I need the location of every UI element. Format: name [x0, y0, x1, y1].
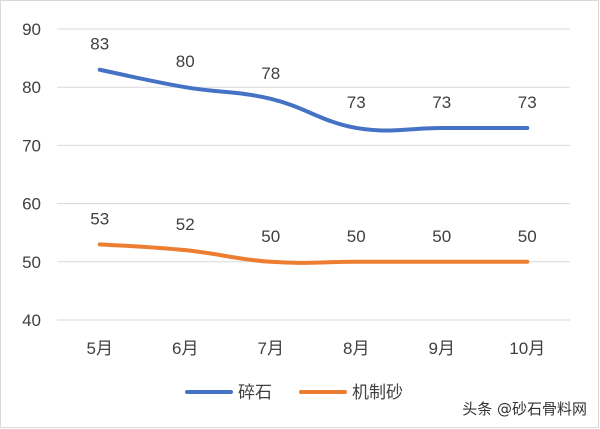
x-tick-label: 10月 — [509, 339, 545, 358]
legend-label-suishi: 碎石 — [238, 383, 272, 403]
data-label: 50 — [261, 227, 280, 246]
y-tick-label: 60 — [22, 195, 41, 214]
data-label: 50 — [432, 227, 451, 246]
x-tick-label: 7月 — [258, 339, 284, 358]
y-tick-label: 70 — [22, 136, 41, 155]
x-axis-ticks: 5月 6月 7月 8月 9月 10月 — [87, 339, 546, 358]
data-label: 50 — [347, 227, 366, 246]
x-tick-label: 5月 — [87, 339, 113, 358]
data-label: 73 — [518, 93, 537, 112]
series-line-0 — [97, 67, 530, 133]
x-tick-label: 9月 — [429, 339, 455, 358]
y-tick-label: 40 — [22, 311, 41, 330]
watermark-text: 头条 @砂石骨料网 — [462, 400, 587, 418]
legend-label-jizhisha: 机制砂 — [352, 383, 403, 403]
data-label: 53 — [90, 209, 109, 228]
y-tick-label: 90 — [22, 20, 41, 39]
data-label: 50 — [518, 227, 537, 246]
series-lines — [97, 67, 530, 265]
y-tick-label: 50 — [22, 253, 41, 272]
data-label: 78 — [261, 64, 280, 83]
data-label: 83 — [90, 35, 109, 54]
data-labels: 83 80 78 73 73 73 53 52 50 50 50 50 — [90, 35, 536, 246]
x-tick-label: 8月 — [343, 339, 369, 358]
gridlines — [57, 28, 570, 321]
x-tick-label: 6月 — [172, 339, 198, 358]
legend: 碎石 机制砂 — [185, 383, 403, 403]
data-label: 80 — [176, 52, 195, 71]
data-label: 52 — [176, 215, 195, 234]
y-axis-ticks: 40 50 60 70 80 90 — [22, 20, 41, 330]
y-tick-label: 80 — [22, 78, 41, 97]
series-line-1 — [97, 242, 530, 265]
data-label: 73 — [432, 93, 451, 112]
data-label: 73 — [347, 93, 366, 112]
